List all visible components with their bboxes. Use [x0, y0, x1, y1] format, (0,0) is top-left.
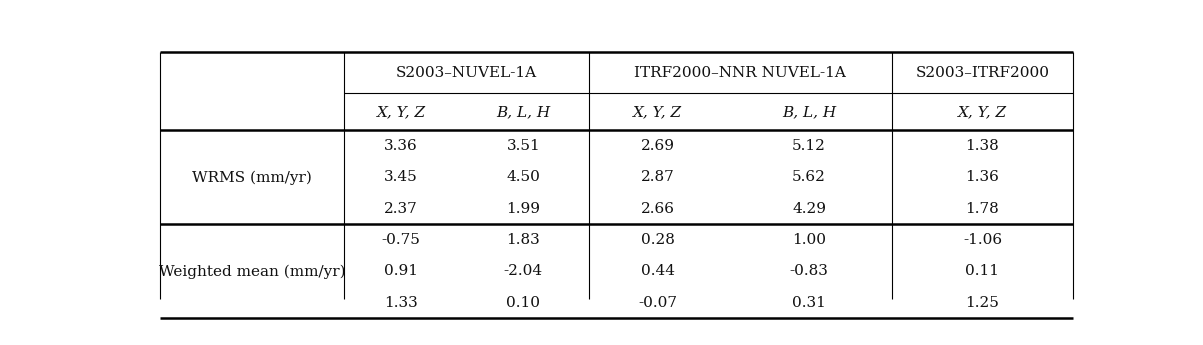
- Text: S2003–ITRF2000: S2003–ITRF2000: [915, 66, 1049, 80]
- Text: 5.12: 5.12: [792, 139, 826, 153]
- Text: 2.37: 2.37: [384, 202, 419, 216]
- Text: 1.99: 1.99: [506, 202, 540, 216]
- Text: 0.28: 0.28: [641, 233, 675, 247]
- Text: Weighted mean (mm/yr): Weighted mean (mm/yr): [159, 264, 345, 279]
- Text: 2.69: 2.69: [640, 139, 675, 153]
- Text: -2.04: -2.04: [504, 265, 543, 278]
- Text: -1.06: -1.06: [962, 233, 1002, 247]
- Text: S2003–NUVEL-1A: S2003–NUVEL-1A: [396, 66, 537, 80]
- Text: WRMS (mm/yr): WRMS (mm/yr): [192, 170, 312, 185]
- Text: 4.29: 4.29: [792, 202, 826, 216]
- Text: 1.00: 1.00: [792, 233, 826, 247]
- Text: -0.83: -0.83: [789, 265, 829, 278]
- Text: X, Y, Z: X, Y, Z: [958, 105, 1007, 119]
- Text: X, Y, Z: X, Y, Z: [377, 105, 426, 119]
- Text: 0.91: 0.91: [384, 265, 419, 278]
- Text: 3.51: 3.51: [506, 139, 540, 153]
- Text: 1.78: 1.78: [966, 202, 1000, 216]
- Text: X, Y, Z: X, Y, Z: [633, 105, 682, 119]
- Text: 1.38: 1.38: [966, 139, 1000, 153]
- Text: 0.10: 0.10: [506, 296, 540, 310]
- Text: 0.44: 0.44: [640, 265, 675, 278]
- Text: 0.31: 0.31: [792, 296, 826, 310]
- Text: 2.66: 2.66: [640, 202, 675, 216]
- Text: 1.25: 1.25: [966, 296, 1000, 310]
- Text: 0.11: 0.11: [966, 265, 1000, 278]
- Text: 4.50: 4.50: [506, 170, 540, 185]
- Text: 3.36: 3.36: [384, 139, 419, 153]
- Text: 1.83: 1.83: [506, 233, 540, 247]
- Text: -0.75: -0.75: [381, 233, 421, 247]
- Text: B, L, H: B, L, H: [497, 105, 550, 119]
- Text: 3.45: 3.45: [384, 170, 419, 185]
- Text: B, L, H: B, L, H: [782, 105, 836, 119]
- Text: ITRF2000–NNR NUVEL-1A: ITRF2000–NNR NUVEL-1A: [634, 66, 846, 80]
- Text: 1.33: 1.33: [384, 296, 419, 310]
- Text: 5.62: 5.62: [792, 170, 826, 185]
- Text: 2.87: 2.87: [641, 170, 675, 185]
- Text: 1.36: 1.36: [966, 170, 1000, 185]
- Text: -0.07: -0.07: [638, 296, 677, 310]
